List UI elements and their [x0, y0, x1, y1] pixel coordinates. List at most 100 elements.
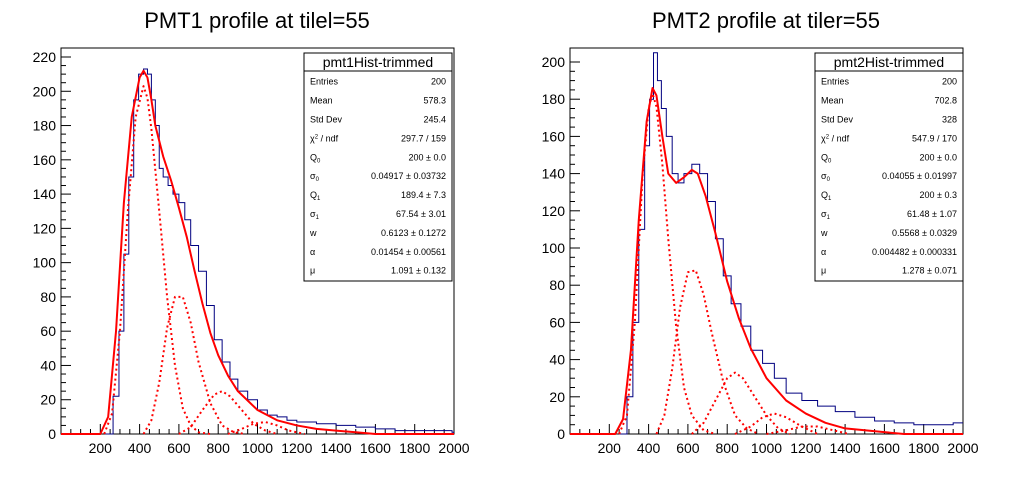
- x-tick-label: 1600: [869, 440, 900, 456]
- histogram-series: [619, 52, 963, 435]
- y-tick-label: 100: [33, 255, 57, 271]
- y-tick-label: 160: [33, 152, 57, 168]
- y-tick-label: 180: [542, 91, 566, 107]
- x-tick-label: 600: [167, 440, 191, 456]
- stats-box-title: pmt2Hist-trimmed: [834, 54, 944, 70]
- x-tick-label: 1200: [790, 440, 821, 456]
- stats-row-value: 200 ± 0.0: [920, 152, 957, 162]
- x-tick-label: 2000: [947, 440, 978, 456]
- stats-row-value: 67.54 ± 3.01: [396, 209, 446, 219]
- x-tick-label: 1000: [242, 440, 273, 456]
- y-tick-label: 180: [33, 118, 57, 134]
- stats-row-value: 547.9 / 170: [912, 133, 957, 143]
- stats-row-value: 328: [942, 114, 957, 124]
- fit-component-5: [766, 425, 850, 435]
- fit-component-2: [142, 295, 246, 435]
- stats-row-name: σ1: [310, 209, 320, 221]
- stats-row-name: σ0: [821, 171, 831, 183]
- y-tick-label: 140: [33, 186, 57, 202]
- stats-row-name: Q1: [310, 190, 321, 202]
- y-tick-label: 200: [33, 83, 57, 99]
- y-tick-label: 60: [40, 323, 56, 339]
- fit-component-2: [655, 269, 760, 435]
- x-tick-label: 200: [89, 440, 113, 456]
- x-tick-label: 800: [207, 440, 231, 456]
- stats-box-frame: [303, 52, 453, 282]
- stats-row-name: Std Dev: [310, 114, 343, 124]
- stats-row-value: 200 ± 0.0: [409, 152, 446, 162]
- stats-row-value: 0.01454 ± 0.00561: [371, 247, 446, 257]
- stats-row-value: 0.004482 ± 0.000331: [872, 247, 957, 257]
- stats-row-name: Q1: [821, 190, 832, 202]
- stats-row-value: 200 ± 0.3: [920, 190, 957, 200]
- chart-title: PMT2 profile at tiler=55: [652, 8, 880, 33]
- y-tick-label: 120: [33, 220, 57, 236]
- stats-box-frame: [814, 52, 964, 282]
- x-tick-label: 400: [637, 440, 661, 456]
- fit-total-line: [61, 69, 454, 435]
- x-tick-label: 1600: [360, 440, 391, 456]
- stats-row-name: χ2 / ndf: [310, 133, 339, 143]
- stats-row-name: Q0: [821, 152, 832, 164]
- stats-row-name: χ2 / ndf: [821, 133, 850, 143]
- y-tick-label: 80: [549, 277, 565, 293]
- stats-row-value: 0.6123 ± 0.1272: [381, 228, 446, 238]
- x-tick-label: 2000: [438, 440, 469, 456]
- stats-row-name: σ1: [821, 209, 831, 221]
- y-tick-label: 80: [40, 289, 56, 305]
- stats-row-name: α: [821, 247, 826, 257]
- fit-total-line: [570, 87, 963, 435]
- stats-row-name: Std Dev: [821, 114, 854, 124]
- stats-row-value: 200: [431, 77, 446, 87]
- y-tick-label: 40: [549, 352, 565, 368]
- y-tick-label: 20: [40, 392, 56, 408]
- stats-row-name: α: [310, 247, 315, 257]
- stats-row-value: 0.04055 ± 0.01997: [882, 171, 957, 181]
- stats-row-name: Mean: [821, 96, 844, 106]
- x-tick-label: 1800: [908, 440, 939, 456]
- x-tick-label: 1000: [751, 440, 782, 456]
- stats-row-name: Entries: [310, 77, 339, 87]
- fit-component-1: [618, 92, 716, 435]
- fit-component-3: [691, 371, 791, 435]
- x-tick-label: 800: [716, 440, 740, 456]
- y-tick-label: 160: [542, 128, 566, 144]
- stats-row-name: μ: [310, 266, 315, 276]
- x-tick-label: 200: [598, 440, 622, 456]
- stats-row-value: 0.5568 ± 0.0329: [892, 228, 957, 238]
- stats-row-name: μ: [821, 266, 826, 276]
- stats-row-value: 702.8: [934, 96, 957, 106]
- x-tick-label: 600: [676, 440, 700, 456]
- histogram-series: [105, 68, 454, 435]
- stats-row-value: 0.04917 ± 0.03732: [371, 171, 446, 181]
- stats-row-name: Entries: [821, 77, 850, 87]
- y-tick-label: 200: [542, 54, 566, 70]
- chart-title: PMT1 profile at tilel=55: [144, 8, 370, 33]
- stats-row-value: 245.4: [423, 114, 446, 124]
- stats-row-value: 61.48 ± 1.07: [907, 209, 957, 219]
- stats-row-value: 200: [942, 77, 957, 87]
- stats-box: pmt2Hist-trimmed Entries 200 Mean 702.8 Std D…: [814, 52, 964, 282]
- stats-row-name: σ0: [310, 171, 320, 183]
- stats-row-value: 1.091 ± 0.132: [391, 266, 446, 276]
- y-tick-label: 100: [542, 240, 566, 256]
- stats-box: pmt1Hist-trimmed Entries 200 Mean 578.3 Std D…: [303, 52, 453, 282]
- stats-box-title: pmt1Hist-trimmed: [323, 54, 433, 70]
- y-tick-label: 0: [557, 426, 565, 442]
- stats-row-name: w: [820, 228, 828, 238]
- chart-panel-2: PMT2 profile at tiler=55 0 20 40 60 80 100 120 1…: [542, 8, 979, 456]
- x-tick-label: 1400: [830, 440, 861, 456]
- y-tick-label: 120: [542, 203, 566, 219]
- x-tick-label: 400: [128, 440, 152, 456]
- x-tick-label: 1200: [281, 440, 312, 456]
- y-tick-label: 40: [40, 357, 56, 373]
- stats-row-name: w: [309, 228, 317, 238]
- y-tick-label: 220: [33, 49, 57, 65]
- stats-row-name: Mean: [310, 96, 333, 106]
- chart-panel-1: PMT1 profile at tilel=55 0 20 40 60 80 100 120 1…: [33, 8, 470, 456]
- stats-row-value: 578.3: [423, 96, 446, 106]
- x-tick-label: 1800: [399, 440, 430, 456]
- y-tick-label: 60: [549, 314, 565, 330]
